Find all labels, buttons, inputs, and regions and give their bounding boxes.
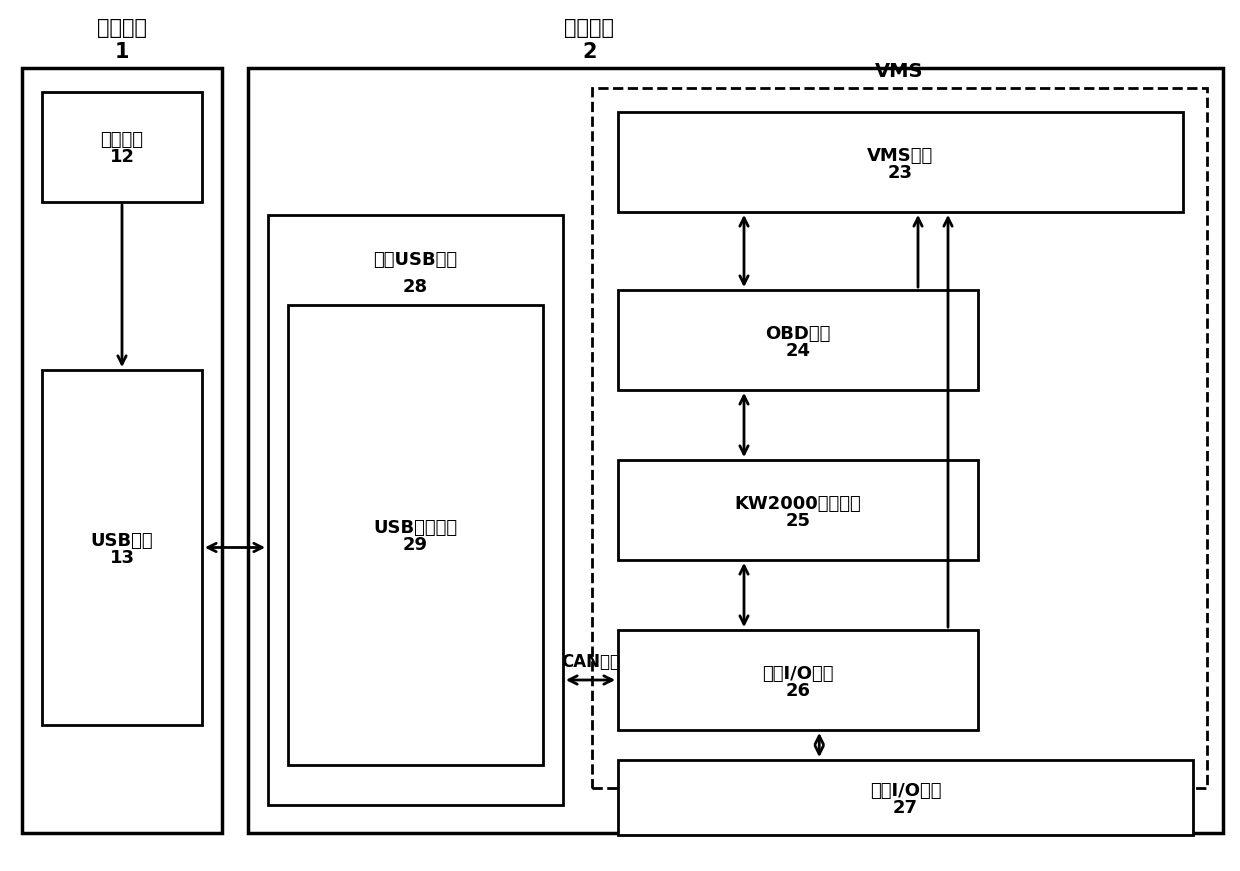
Text: 诊断软件: 诊断软件 (100, 132, 144, 150)
Text: 23: 23 (888, 164, 913, 181)
Text: 车载USB设备: 车载USB设备 (373, 251, 458, 269)
Text: CAN总线: CAN总线 (560, 653, 620, 671)
Text: 外部I/O接口: 外部I/O接口 (869, 782, 941, 800)
Bar (618, 630, 978, 730)
Text: 1: 1 (115, 42, 129, 62)
Text: 27: 27 (893, 799, 918, 817)
Bar (268, 215, 563, 805)
Text: 13: 13 (109, 549, 134, 567)
Text: 2: 2 (582, 42, 596, 62)
Bar (248, 68, 1223, 833)
Bar (288, 305, 543, 765)
Text: VMS: VMS (875, 63, 924, 82)
Bar (618, 290, 978, 390)
Bar (591, 88, 1207, 788)
Text: 移动终端: 移动终端 (97, 18, 148, 38)
Text: 12: 12 (109, 148, 134, 166)
Text: KW2000协议接口: KW2000协议接口 (734, 495, 862, 512)
Text: 底层I/O接口: 底层I/O接口 (763, 665, 833, 683)
Text: OBD系统: OBD系统 (765, 325, 831, 342)
Text: USB接口: USB接口 (91, 532, 154, 550)
Text: USB转换装置: USB转换装置 (373, 519, 458, 537)
Bar (42, 370, 202, 725)
Bar (618, 460, 978, 560)
Bar (618, 760, 1193, 835)
Text: 26: 26 (785, 681, 811, 699)
Bar (618, 112, 1183, 212)
Bar (42, 92, 202, 202)
Text: 车载系统: 车载系统 (564, 18, 614, 38)
Text: 29: 29 (403, 537, 428, 555)
Text: 28: 28 (403, 278, 428, 296)
Text: 25: 25 (785, 511, 811, 530)
Bar (22, 68, 222, 833)
Text: VMS软件: VMS软件 (867, 146, 934, 165)
Text: 24: 24 (785, 341, 811, 360)
